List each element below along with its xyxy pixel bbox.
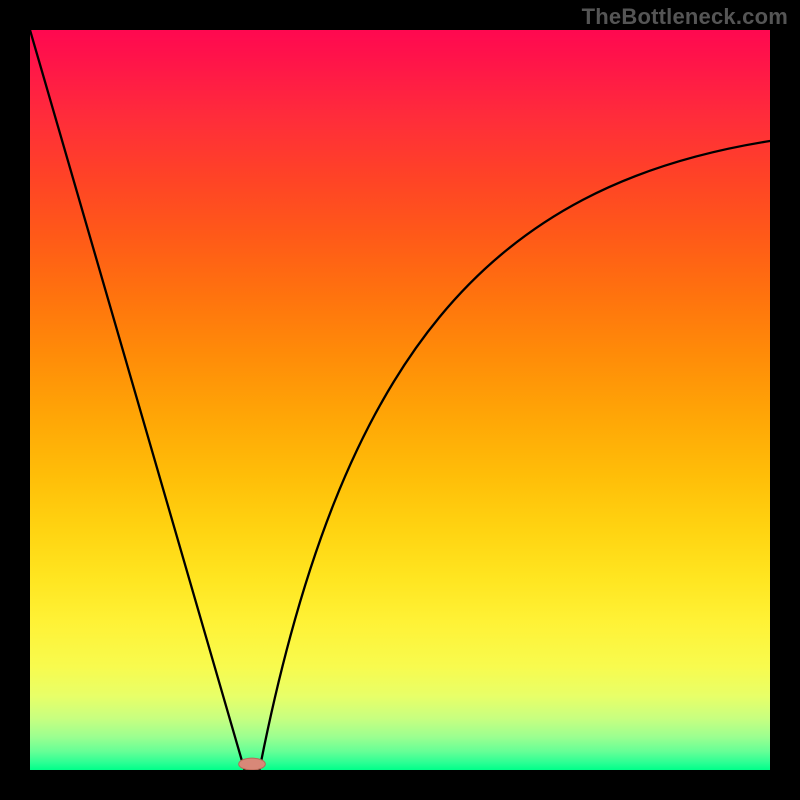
gradient-background — [30, 30, 770, 770]
plot-area — [30, 30, 770, 770]
minimum-marker — [239, 758, 266, 770]
watermark-text: TheBottleneck.com — [582, 4, 788, 30]
chart-frame: TheBottleneck.com — [0, 0, 800, 800]
gradient-chart-svg — [30, 30, 770, 770]
